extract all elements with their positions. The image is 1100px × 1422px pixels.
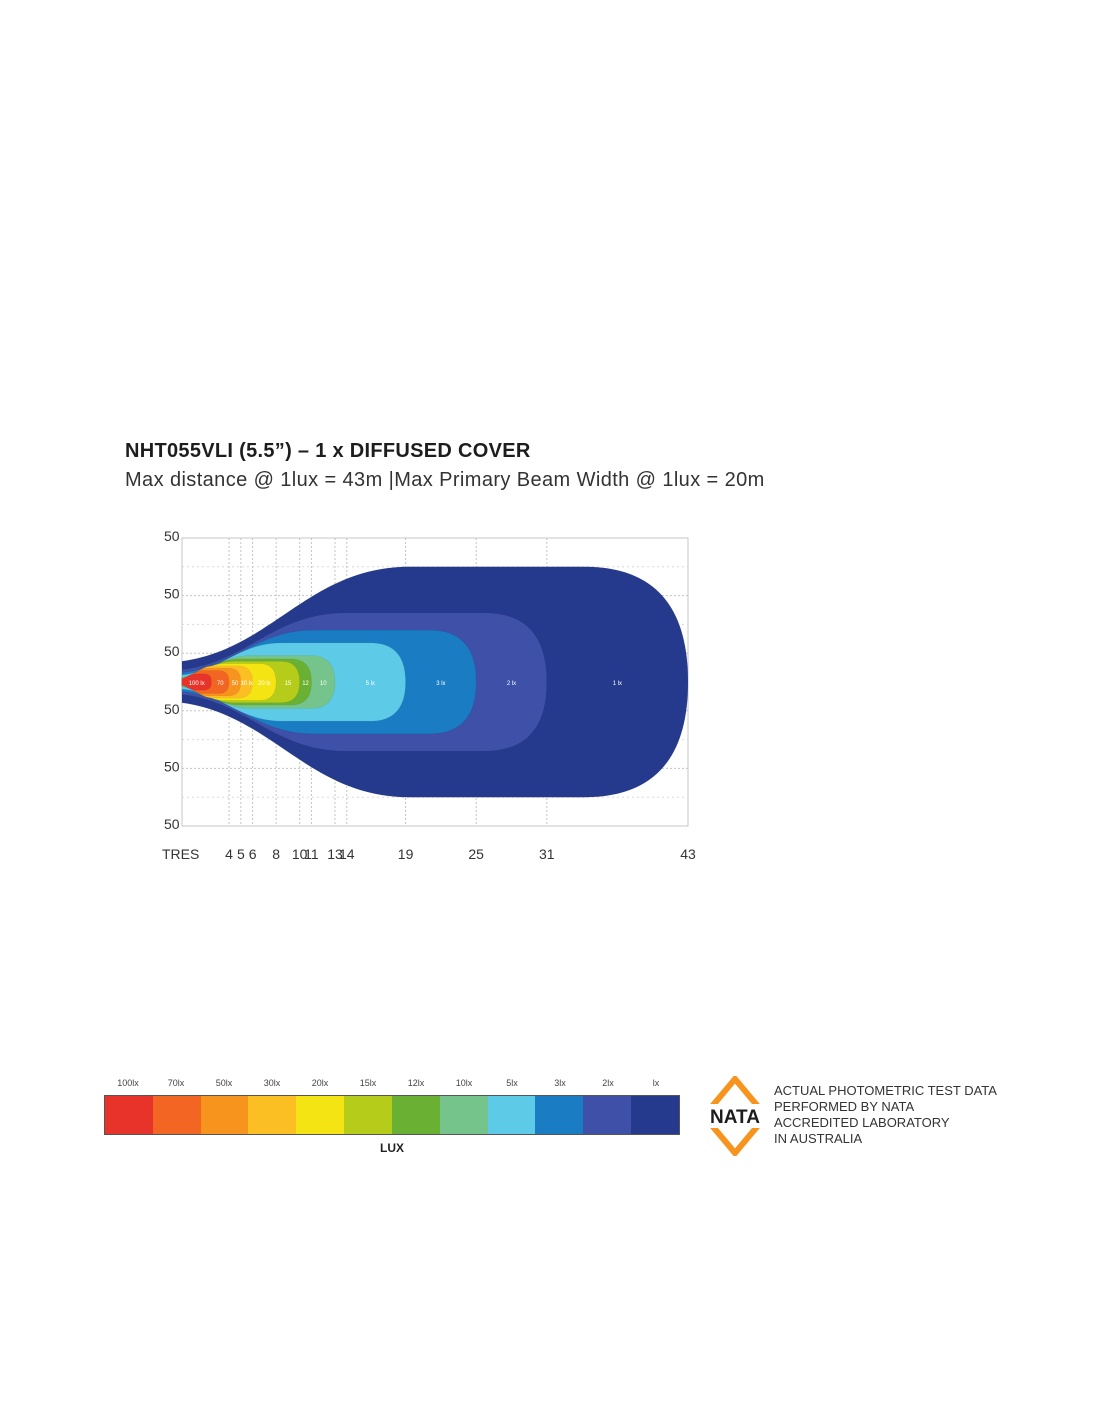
- legend-swatch: [248, 1096, 297, 1134]
- contour-label-12lux: 12: [302, 681, 309, 687]
- contour-label-10lux: 10: [320, 681, 327, 687]
- contour-label-5lux: 5 lx: [366, 681, 375, 687]
- y-tick-label: 50: [164, 643, 180, 659]
- legend-label: 2lx: [602, 1078, 614, 1088]
- legend-label: 10lx: [455, 1078, 473, 1088]
- x-tick-label: 5: [237, 846, 245, 862]
- legend-label: 5lx: [506, 1078, 518, 1088]
- nata-diamond-shape: [700, 1076, 770, 1156]
- legend-swatch: [152, 1096, 201, 1134]
- contour-label-3lux: 3 lx: [436, 681, 445, 687]
- chart-subtitle: Max distance @ 1lux = 43m |Max Primary B…: [125, 469, 765, 491]
- nata-line-4: IN AUSTRALIA: [774, 1131, 863, 1146]
- x-tick-label: 25: [468, 846, 484, 862]
- contour-label-2lux: 2 lx: [507, 681, 516, 687]
- contour-label-1lux: 1 lx: [613, 681, 622, 687]
- x-tick-label: 13: [327, 846, 343, 862]
- x-tick-label: 8: [272, 846, 280, 862]
- legend-label: 100lx: [117, 1078, 139, 1088]
- legend-label: 30lx: [263, 1078, 281, 1088]
- nata-statement: ACTUAL PHOTOMETRIC TEST DATA PERFORMED B…: [774, 1083, 997, 1147]
- legend-swatch: [391, 1096, 440, 1134]
- legend-swatch: [296, 1096, 345, 1134]
- legend-title: LUX: [380, 1141, 404, 1155]
- contour-label-70lux: 70: [217, 681, 224, 687]
- contour-label-100lux: 100 lx: [189, 681, 205, 687]
- nata-line-3: ACCREDITED LABORATORY: [774, 1115, 950, 1130]
- contour-label-30lux: 30 lx: [240, 681, 253, 687]
- legend-swatch: [200, 1096, 249, 1134]
- legend-label: 20lx: [311, 1078, 329, 1088]
- legend-color-bar: [104, 1095, 680, 1135]
- nata-line-1: ACTUAL PHOTOMETRIC TEST DATA: [774, 1083, 997, 1098]
- contour-layer: [181, 566, 689, 798]
- contour-100lux: [181, 673, 212, 691]
- y-tick-label: 50: [164, 528, 180, 544]
- legend-label: 50lx: [215, 1078, 233, 1088]
- x-tick-label: 6: [249, 846, 257, 862]
- y-tick-label: 50: [164, 816, 180, 832]
- x-tick-label: 43: [680, 846, 696, 862]
- legend-swatch: [583, 1096, 632, 1134]
- x-tick-label: 4: [225, 846, 233, 862]
- y-tick-label: 50: [164, 586, 180, 602]
- x-tick-label: 11: [304, 846, 319, 862]
- nata-logo-text: NATA: [710, 1107, 760, 1128]
- legend-label: 12lx: [407, 1078, 425, 1088]
- nata-line-2: PERFORMED BY NATA: [774, 1099, 915, 1114]
- y-tick-label: 50: [164, 758, 180, 774]
- legend-swatch: [487, 1096, 536, 1134]
- x-tick-label: TRES: [162, 846, 199, 862]
- legend-swatch: [439, 1096, 488, 1134]
- contour-label-15lux: 15: [285, 681, 292, 687]
- x-tick-label: 19: [398, 846, 414, 862]
- contour-label-50lux: 50: [232, 681, 239, 687]
- legend-swatch: [631, 1096, 679, 1134]
- legend-swatch: [105, 1096, 153, 1134]
- y-tick-label: 50: [164, 701, 180, 717]
- x-tick-label: 10: [292, 846, 308, 862]
- legend-label: 15lx: [359, 1078, 377, 1088]
- legend-labels: 100lx 70lx 50lx 30lx 20lx 15lx 12lx 10lx 5lx 3lx 2…: [104, 1078, 680, 1092]
- contour-label-20lux: 20 lx: [258, 681, 271, 687]
- x-tick-label: 31: [539, 846, 555, 862]
- legend-label: 70lx: [167, 1078, 185, 1088]
- legend-label: 3lx: [554, 1078, 566, 1088]
- x-tick-label: 14: [339, 846, 355, 862]
- legend-label: lx: [652, 1078, 660, 1088]
- chart-title: NHT055VLI (5.5”) – 1 x DIFFUSED COVER: [125, 440, 531, 462]
- lux-legend: 100lx 70lx 50lx 30lx 20lx 15lx 12lx 10lx 5lx 3lx 2…: [104, 1078, 680, 1155]
- legend-swatch: [344, 1096, 392, 1134]
- nata-logo: NATA: [700, 1076, 770, 1156]
- legend-swatch: [535, 1096, 584, 1134]
